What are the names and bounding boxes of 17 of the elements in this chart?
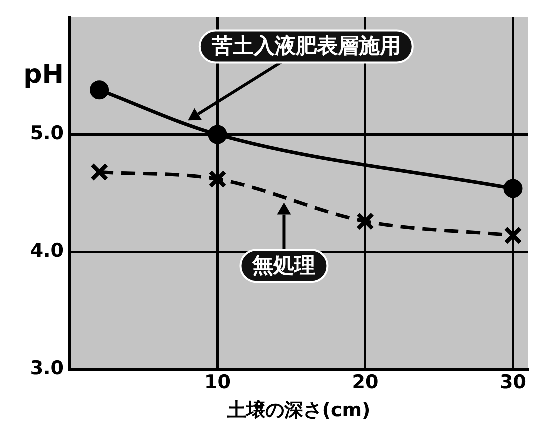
point: [356, 212, 375, 231]
y-tick-label: 3.0: [30, 357, 64, 380]
y-axis-title: pH: [24, 60, 64, 90]
y-tick-label: 4.0: [30, 240, 64, 262]
point: [504, 179, 523, 198]
point: [504, 226, 522, 245]
x-axis-title: 土壌の深さ(cm): [226, 400, 371, 422]
text: 無処理: [252, 254, 316, 278]
point: [90, 80, 110, 100]
point: [208, 125, 228, 144]
point: [208, 170, 227, 188]
y-tick-label: 5.0: [30, 122, 64, 145]
x-tick-label: 30: [500, 372, 526, 394]
text: 苦土入液肥表層施用: [210, 34, 401, 58]
x-tick-label: 10: [204, 372, 231, 394]
x-tick-label: 20: [352, 372, 379, 394]
point: [90, 163, 109, 182]
